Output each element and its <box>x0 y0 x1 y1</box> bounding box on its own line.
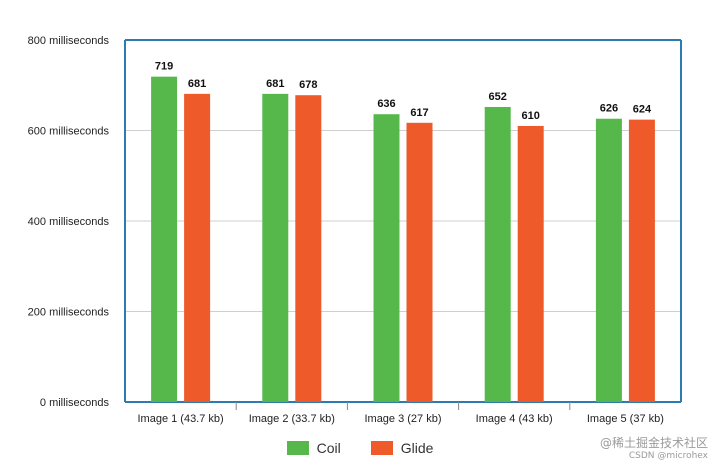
watermark: @稀土掘金技术社区 CSDN @microhex <box>600 436 708 462</box>
data-label: 681 <box>188 78 206 90</box>
bar-coil <box>262 93 289 402</box>
x-tick-label: Image 1 (43.7 kb) <box>137 413 223 425</box>
bar-glide <box>628 119 655 402</box>
bar-glide <box>184 93 211 402</box>
legend-label-coil: Coil <box>316 440 341 456</box>
bar-coil <box>373 114 400 403</box>
bar-glide <box>406 122 433 403</box>
bar-glide <box>517 125 544 402</box>
chart-legend: Coil Glide <box>0 440 720 456</box>
y-tick-label: 0 milliseconds <box>40 397 110 409</box>
data-label: 617 <box>410 107 428 119</box>
bar-coil <box>484 106 511 402</box>
y-tick-label: 600 milliseconds <box>28 126 110 138</box>
data-label: 681 <box>266 78 284 90</box>
legend-label-glide: Glide <box>400 440 434 456</box>
x-tick-label: Image 3 (27 kb) <box>364 413 441 425</box>
watermark-line-1: @稀土掘金技术社区 <box>599 436 708 450</box>
legend-swatch-coil <box>286 441 309 455</box>
data-label: 678 <box>299 79 317 91</box>
data-label: 636 <box>377 98 395 110</box>
bar-coil <box>151 76 178 402</box>
y-tick-label: 200 milliseconds <box>28 307 110 319</box>
x-tick-label: Image 5 (37 kb) <box>587 413 664 425</box>
bar-glide <box>295 95 322 402</box>
x-tick-label: Image 4 (43 kb) <box>476 413 553 425</box>
legend-item-glide: Glide <box>370 440 434 456</box>
data-label: 624 <box>633 104 652 116</box>
data-label: 719 <box>155 61 173 73</box>
y-tick-label: 400 milliseconds <box>28 216 110 228</box>
bar-coil <box>595 118 622 403</box>
watermark-line-2: CSDN @microhex <box>628 451 708 461</box>
data-label: 652 <box>489 91 507 103</box>
legend-item-coil: Coil <box>286 440 341 456</box>
x-tick-label: Image 2 (33.7 kb) <box>249 413 335 425</box>
data-label: 626 <box>600 103 618 115</box>
y-tick-label: 800 milliseconds <box>28 35 110 47</box>
data-label: 610 <box>522 110 540 122</box>
legend-swatch-glide <box>370 441 393 455</box>
